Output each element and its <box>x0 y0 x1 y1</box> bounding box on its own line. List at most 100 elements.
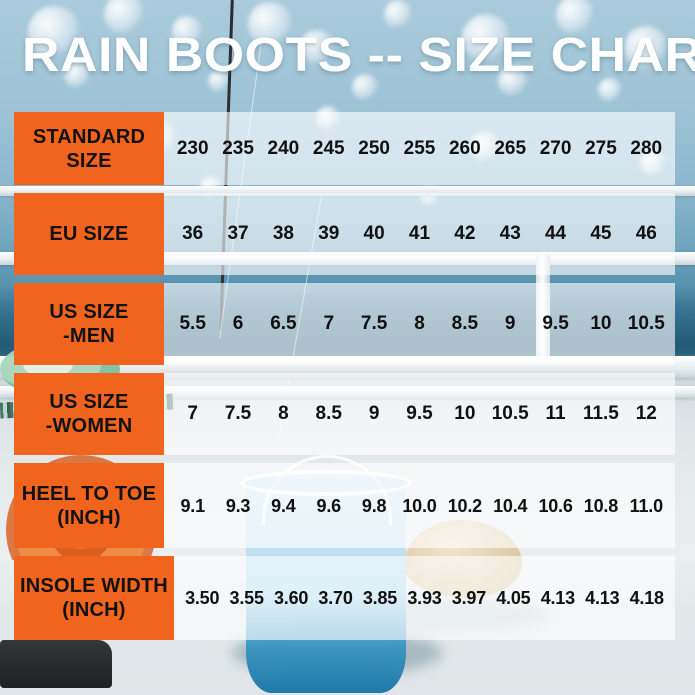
cell-value: 3.85 <box>362 588 398 608</box>
dark-deck-object <box>0 640 112 688</box>
cell-value: 9.1 <box>180 495 205 516</box>
cell-value: 9.6 <box>316 495 342 516</box>
cell-value: 12 <box>635 403 657 424</box>
row-label-insole-width: INSOLE WIDTH (INCH) <box>14 556 174 640</box>
cell-value: 235 <box>222 137 254 159</box>
bokeh-circle <box>172 16 202 46</box>
cell-value: 230 <box>176 137 209 159</box>
bokeh-circle <box>104 0 144 34</box>
cell-value: 10.8 <box>583 495 619 516</box>
cell-value: 8 <box>278 403 289 424</box>
row-values: 36 37 38 39 40 41 42 43 44 45 46 <box>164 193 675 275</box>
cell-value: 4.13 <box>540 588 575 608</box>
cell-value: 36 <box>182 223 204 244</box>
cell-value: 10 <box>454 403 476 424</box>
row-label-line: US SIZE <box>49 391 129 413</box>
bokeh-circle <box>462 14 510 62</box>
bokeh-circle <box>498 66 528 96</box>
row-label-line: HEEL TO TOE <box>21 482 157 505</box>
row-label-line: -MEN <box>63 325 115 347</box>
bokeh-circle <box>598 78 622 102</box>
cell-value: 250 <box>358 137 390 159</box>
bokeh-circle <box>208 70 230 92</box>
cell-value: 3.50 <box>185 588 220 608</box>
cell-value: 9 <box>368 403 380 424</box>
bokeh-circle <box>248 2 292 46</box>
row-label-eu-size: EU SIZE <box>14 193 164 275</box>
cell-value: 38 <box>272 223 294 244</box>
cell-value: 10.0 <box>402 495 437 516</box>
cell-value: 8.5 <box>315 403 342 424</box>
cell-value: 260 <box>448 137 481 159</box>
cell-value: 10.5 <box>491 403 529 424</box>
cell-value: 7 <box>323 313 335 334</box>
row-label-line: EU SIZE <box>49 223 129 245</box>
cell-value: 11 <box>545 403 566 424</box>
row-values: 7 7.5 8 8.5 9 9.5 10 10.5 11 11.5 12 <box>164 373 675 455</box>
row-values: 5.5 6 6.5 7 7.5 8 8.5 9 9.5 10 10.5 <box>164 283 675 365</box>
row-values: 230 235 240 245 250 255 260 265 270 275 … <box>164 112 675 185</box>
table-row: STANDARD SIZE 230 235 240 245 250 255 26… <box>14 112 675 185</box>
table-row: HEEL TO TOE (INCH) 9.1 9.3 9.4 9.6 9.8 1… <box>14 463 675 548</box>
cell-value: 6.5 <box>270 313 297 334</box>
cell-value: 46 <box>635 223 657 244</box>
cell-value: 255 <box>403 137 436 159</box>
cell-value: 9.3 <box>225 495 251 516</box>
cell-value: 11.5 <box>582 403 619 424</box>
row-label-line: US SIZE <box>49 301 129 323</box>
cell-value: 5.5 <box>179 313 206 334</box>
bokeh-circle <box>28 6 80 58</box>
bokeh-circle <box>64 62 90 88</box>
row-values: 3.50 3.55 3.60 3.70 3.85 3.93 3.97 4.05 … <box>173 556 675 640</box>
cell-value: 45 <box>590 223 612 244</box>
row-label-standard-size: STANDARD SIZE <box>14 112 164 185</box>
cell-value: 270 <box>539 137 572 159</box>
cell-value: 9.5 <box>542 313 569 334</box>
cell-value: 9.8 <box>361 495 387 516</box>
row-values: 9.1 9.3 9.4 9.6 9.8 10.0 10.2 10.4 10.6 … <box>164 463 675 548</box>
cell-value: 4.05 <box>496 588 531 608</box>
cell-value: 39 <box>318 223 340 244</box>
row-label-us-size-men: US SIZE -MEN <box>14 283 164 365</box>
row-label-line: (INCH) <box>57 506 121 529</box>
row-label-line: STANDARD <box>32 125 146 148</box>
cell-value: 44 <box>544 223 567 244</box>
bokeh-circle <box>300 30 334 64</box>
row-label-line: -WOMEN <box>45 415 133 437</box>
cell-value: 9 <box>504 313 516 334</box>
cell-value: 6 <box>232 313 244 334</box>
cell-value: 41 <box>408 223 431 244</box>
cell-value: 10.2 <box>447 495 482 516</box>
cell-value: 265 <box>494 137 527 159</box>
row-label-line: SIZE <box>66 149 112 172</box>
bokeh-circle <box>624 26 668 70</box>
page-title: RAIN BOOTS -- SIZE CHART <box>22 29 695 82</box>
cell-value: 11.0 <box>629 495 663 516</box>
bokeh-circle <box>352 74 378 100</box>
cell-value: 275 <box>585 137 617 159</box>
size-table: STANDARD SIZE 230 235 240 245 250 255 26… <box>14 112 675 640</box>
cell-value: 42 <box>454 223 476 244</box>
cell-value: 40 <box>363 223 385 244</box>
cell-value: 4.18 <box>629 588 664 608</box>
cell-value: 10 <box>590 313 612 334</box>
cell-value: 37 <box>227 223 249 244</box>
cell-value: 3.93 <box>407 588 442 608</box>
cell-value: 7.5 <box>224 403 252 424</box>
cell-value: 3.60 <box>273 588 309 608</box>
cell-value: 9.4 <box>271 495 296 516</box>
row-label-us-size-women: US SIZE -WOMEN <box>14 373 164 455</box>
cell-value: 4.13 <box>585 588 620 608</box>
cell-value: 43 <box>499 223 521 244</box>
cell-value: 3.70 <box>318 588 353 608</box>
cell-value: 9.5 <box>406 403 433 424</box>
cell-value: 245 <box>312 137 345 159</box>
cell-value: 8.5 <box>451 313 479 334</box>
cell-value: 240 <box>267 137 300 159</box>
cell-value: 7 <box>187 403 198 424</box>
cell-value: 8 <box>414 313 425 334</box>
cell-value: 3.97 <box>451 588 487 608</box>
table-row: US SIZE -WOMEN 7 7.5 8 8.5 9 9.5 10 10.5… <box>14 373 675 455</box>
row-label-heel-to-toe: HEEL TO TOE (INCH) <box>14 463 164 548</box>
